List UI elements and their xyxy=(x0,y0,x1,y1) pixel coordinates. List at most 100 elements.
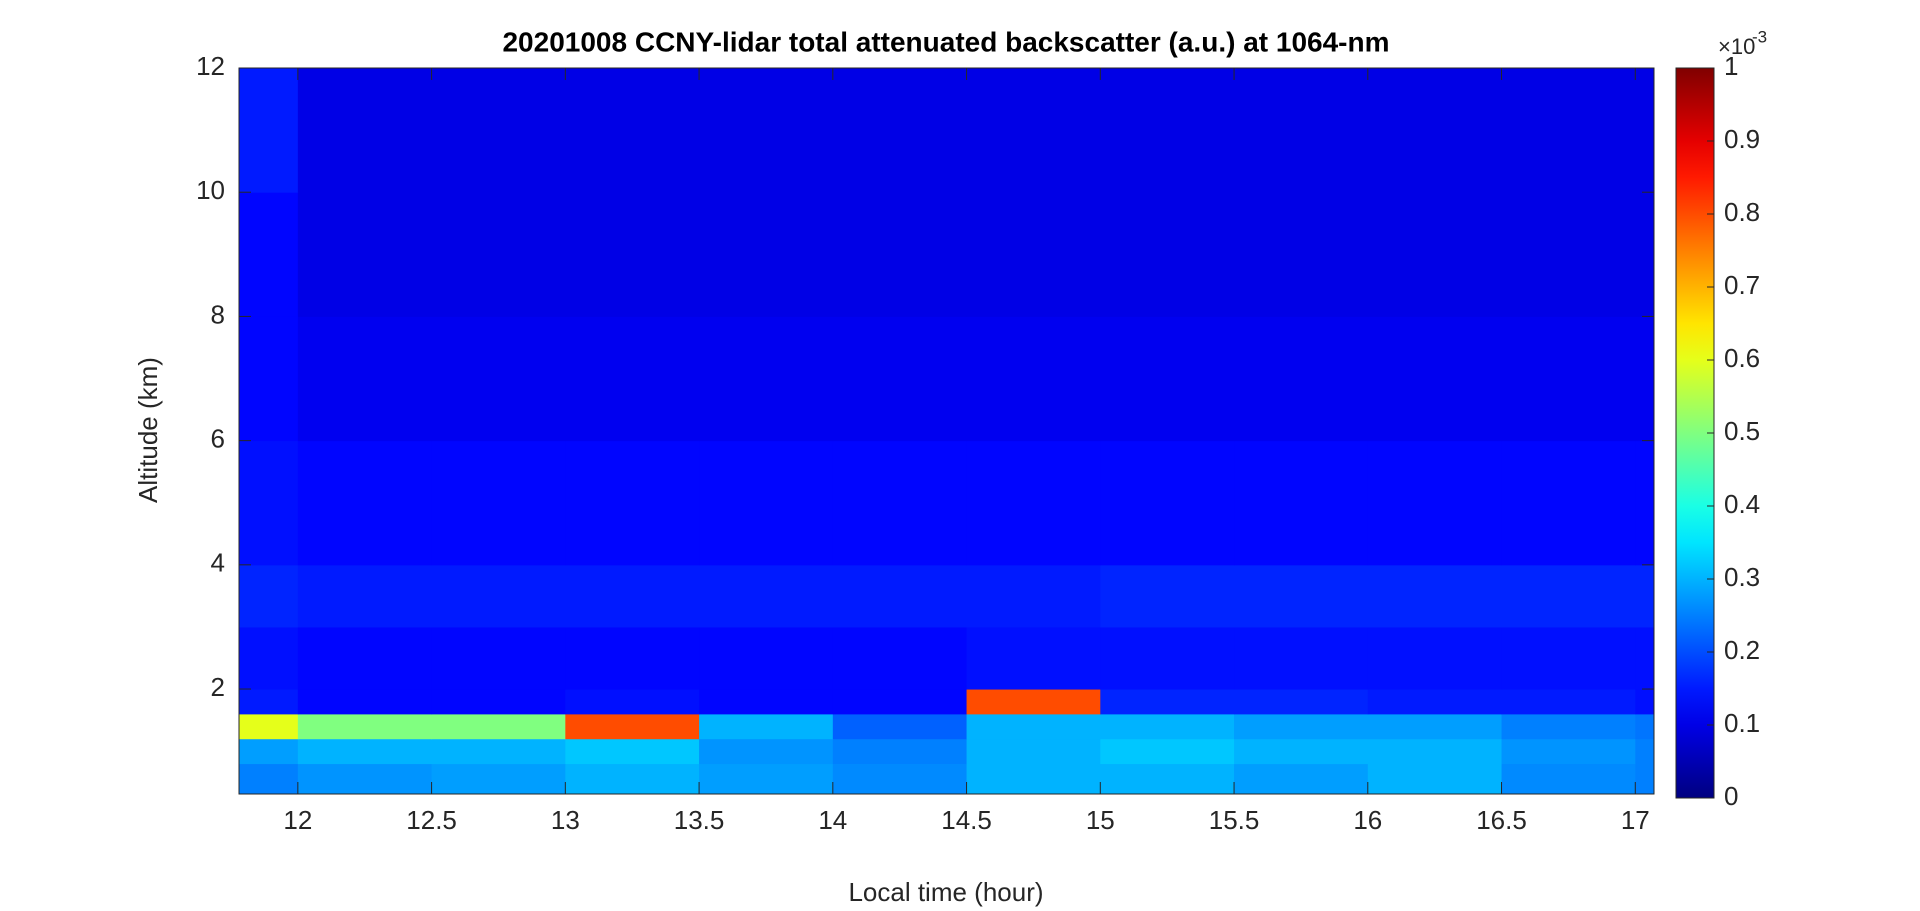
y-tick-label: 12 xyxy=(196,51,225,81)
x-tick-label: 16.5 xyxy=(1476,805,1527,835)
heatmap-cell xyxy=(1635,689,1655,715)
heatmap-cell xyxy=(966,738,1101,765)
heatmap-cell xyxy=(1234,192,1369,317)
heatmap-cell xyxy=(239,763,299,795)
heatmap-cell xyxy=(1367,316,1503,442)
heatmap-cell xyxy=(1100,316,1235,442)
x-tick-label: 16 xyxy=(1353,805,1382,835)
heatmap-cell xyxy=(1635,626,1655,690)
heatmap-cell xyxy=(832,738,968,765)
heatmap-cell xyxy=(966,763,1101,795)
colorbar-tick-label: 0.4 xyxy=(1724,489,1760,519)
heatmap-cell xyxy=(297,440,433,566)
heatmap-cell xyxy=(431,713,566,740)
colorbar-tick-label: 0.6 xyxy=(1724,343,1760,373)
heatmap-cell xyxy=(1501,738,1636,765)
heatmap-cell xyxy=(699,763,834,795)
heatmap-cell xyxy=(832,689,968,715)
x-tick-label: 14.5 xyxy=(941,805,992,835)
heatmap-cell xyxy=(1234,763,1369,795)
heatmap-cell xyxy=(431,689,566,715)
heatmap-cell xyxy=(1100,626,1235,690)
heatmap-cell xyxy=(1501,316,1636,442)
colorbar-tick-label: 0.8 xyxy=(1724,197,1760,227)
heatmap-cell xyxy=(832,440,968,566)
heatmap-cell xyxy=(1635,316,1655,442)
heatmap-cell xyxy=(1367,192,1503,317)
x-tick-label: 14 xyxy=(818,805,847,835)
heatmap-cell xyxy=(1635,738,1655,765)
heatmap-cell xyxy=(966,564,1101,628)
heatmap-cell xyxy=(1234,713,1369,740)
x-tick-label: 15 xyxy=(1086,805,1115,835)
colorbar-tick-label: 0.5 xyxy=(1724,416,1760,446)
heatmap-cell xyxy=(297,192,433,317)
colorbar-exponent: -3 xyxy=(1752,27,1767,46)
heatmap-cell xyxy=(1501,564,1636,628)
heatmap-cell xyxy=(832,68,968,193)
heatmap-cell xyxy=(966,440,1101,566)
heatmap-cell xyxy=(1501,763,1636,795)
heatmap-cell xyxy=(1501,192,1636,317)
heatmap-cell xyxy=(239,68,299,193)
heatmap-cell xyxy=(1100,440,1235,566)
colorbar-tick-label: 0.7 xyxy=(1724,270,1760,300)
heatmap-cell xyxy=(699,316,834,442)
heatmap-cell xyxy=(1100,192,1235,317)
heatmap-cell xyxy=(1234,440,1369,566)
heatmap-cell xyxy=(565,738,700,765)
heatmap-cell xyxy=(1234,68,1369,193)
heatmap-cell xyxy=(1635,763,1655,795)
heatmap-cell xyxy=(1100,68,1235,193)
heatmap-cell xyxy=(1501,626,1636,690)
heatmap-cell xyxy=(699,626,834,690)
heatmap-cell xyxy=(1234,564,1369,628)
heatmap-cell xyxy=(1234,626,1369,690)
heatmap-cell xyxy=(565,763,700,795)
heatmap-cell xyxy=(1501,689,1636,715)
heatmap-cell xyxy=(565,689,700,715)
colorbar-tick-label: 0 xyxy=(1724,781,1738,811)
heatmap-cell xyxy=(1234,316,1369,442)
heatmap-cell xyxy=(431,192,566,317)
y-axis-label: Altitude (km) xyxy=(133,357,163,503)
heatmap-cell xyxy=(966,316,1101,442)
y-tick-label: 10 xyxy=(196,175,225,205)
x-tick-label: 13.5 xyxy=(674,805,725,835)
heatmap-cell xyxy=(699,689,834,715)
heatmap-cell xyxy=(297,763,433,795)
heatmap-cell xyxy=(1367,626,1503,690)
heatmap-cell xyxy=(431,440,566,566)
heatmap-cell xyxy=(699,738,834,765)
heatmap-cell xyxy=(1635,713,1655,740)
heatmap-cell xyxy=(565,564,700,628)
heatmap-cell xyxy=(565,440,700,566)
heatmap-cell xyxy=(1501,68,1636,193)
heatmap-cell xyxy=(431,564,566,628)
heatmap-cell xyxy=(699,713,834,740)
heatmap-cell xyxy=(832,626,968,690)
heatmap-cell xyxy=(699,564,834,628)
x-tick-label: 15.5 xyxy=(1209,805,1260,835)
heatmap-cell xyxy=(966,192,1101,317)
heatmap-cell xyxy=(297,713,433,740)
heatmap-cell xyxy=(431,316,566,442)
heatmap-cell xyxy=(1367,564,1503,628)
heatmap-cell xyxy=(832,192,968,317)
heatmap-cell xyxy=(832,763,968,795)
heatmap-cell xyxy=(1367,713,1503,740)
heatmap-cell xyxy=(297,316,433,442)
colorbar-multiplier: ×10 xyxy=(1718,34,1755,59)
x-tick-label: 17 xyxy=(1621,805,1650,835)
heatmap-cell xyxy=(297,626,433,690)
heatmap-cell xyxy=(1367,763,1503,795)
heatmap-cell xyxy=(832,316,968,442)
x-tick-label: 13 xyxy=(551,805,580,835)
heatmap-cell xyxy=(1635,440,1655,566)
heatmap-cell xyxy=(1100,713,1235,740)
heatmap-cell xyxy=(1635,192,1655,317)
heatmap-cell xyxy=(832,713,968,740)
heatmap-cell xyxy=(699,192,834,317)
colorbar-tick-label: 1 xyxy=(1724,51,1738,81)
